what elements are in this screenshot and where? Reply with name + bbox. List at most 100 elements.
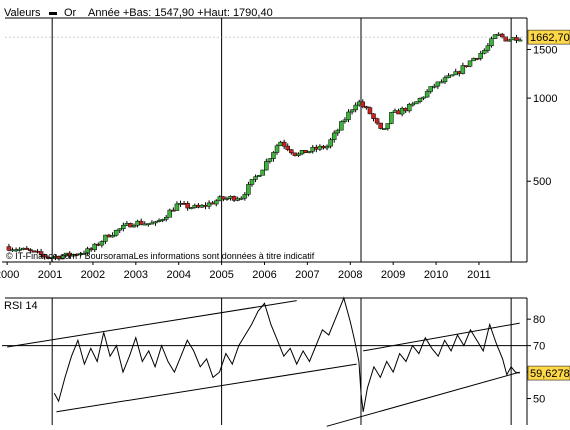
candle-body-97 (353, 104, 358, 111)
candle-body-10 (42, 254, 47, 258)
candle-body-118 (428, 86, 433, 92)
rsi-trend-line-2 (363, 322, 520, 352)
candle-body-140 (507, 39, 512, 42)
candle-body-100 (364, 106, 369, 109)
candle-body-72 (264, 161, 269, 171)
x-tick-label-1: 2001 (38, 269, 62, 281)
candle-body-41 (153, 221, 158, 224)
candle-body-95 (346, 111, 351, 121)
candle-body-103 (374, 118, 380, 124)
candle-body-56 (206, 202, 212, 207)
candle-body-94 (342, 119, 348, 122)
price-y-tick-label-0: 1500 (533, 44, 557, 56)
candle-body-131 (474, 57, 480, 60)
candle-body-81 (296, 153, 301, 156)
candle-body-106 (385, 123, 391, 129)
candle-body-113 (410, 103, 416, 106)
candle-body-63 (231, 196, 237, 201)
header-symbol-swatch (49, 7, 57, 19)
candle-body-93 (339, 121, 344, 131)
candle-body-51 (188, 207, 194, 210)
candle-body-91 (331, 132, 337, 140)
rsi-title: RSI 14 (4, 300, 38, 312)
candle-body-44 (163, 216, 169, 220)
candle-body-115 (417, 97, 423, 102)
candle-body-58 (213, 200, 219, 205)
candle-body-6 (28, 249, 33, 252)
candle-body-133 (482, 50, 487, 54)
candle-body-138 (499, 33, 505, 38)
candle-body-122 (442, 77, 448, 83)
candle-body-101 (367, 107, 373, 115)
rsi-last-value-label: 59,6278 (530, 368, 570, 380)
candle-body-71 (260, 169, 265, 176)
copyright-notice: © IT-Finance.com / BoursoramaLes informa… (6, 251, 315, 261)
rsi-trend-line-1 (56, 363, 357, 413)
candle-body-119 (432, 85, 437, 88)
candle-body-47 (174, 203, 180, 211)
x-tick-label-5: 2005 (209, 269, 233, 281)
candle-body-143 (517, 39, 523, 42)
x-tick-label-9: 2009 (381, 269, 405, 281)
candle-body-60 (221, 196, 226, 200)
candle-body-136 (492, 34, 498, 39)
candle-body-123 (446, 75, 451, 78)
candle-body-114 (414, 101, 419, 105)
last-price-marker (527, 29, 570, 45)
candle-body-22 (85, 248, 90, 254)
x-tick-label-8: 2008 (338, 269, 362, 281)
x-tick-label-7: 2007 (295, 269, 319, 281)
candle-body-68 (249, 179, 255, 185)
candle-body-112 (407, 104, 412, 112)
candle-body-102 (371, 113, 376, 119)
candle-body-142 (514, 37, 519, 41)
candle-body-65 (239, 197, 244, 200)
x-tick-label-3: 2003 (124, 269, 148, 281)
rsi-y-tick-label-3: 50 (533, 394, 545, 406)
price-y-tick-label-2: 500 (533, 176, 551, 188)
candle-body-84 (306, 150, 312, 153)
rsi-series-line (53, 296, 520, 412)
header-instrument: Or (64, 7, 77, 19)
rsi-trend-line-0 (7, 300, 297, 348)
candle-body-50 (185, 203, 190, 209)
candle-body-121 (439, 81, 444, 84)
candle-body-12 (49, 257, 55, 259)
price-y-tick-label-1: 1000 (533, 93, 557, 105)
candle-body-27 (103, 234, 108, 242)
header-series-label: Valeurs (4, 7, 41, 19)
candle-body-134 (485, 45, 491, 51)
candle-body-79 (289, 149, 294, 154)
candle-body-99 (360, 101, 366, 107)
candle-body-89 (324, 145, 330, 149)
candle-body-75 (274, 145, 280, 153)
candle-body-78 (285, 145, 290, 150)
candle-body-124 (449, 74, 455, 77)
candle-body-35 (131, 225, 137, 228)
candle-body-29 (110, 234, 115, 238)
candle-body-3 (17, 248, 22, 251)
candle-body-67 (246, 184, 251, 195)
candle-body-135 (489, 38, 494, 47)
header-range-info: Année +Bas: 1547,90 +Haut: 1790,40 (88, 7, 273, 19)
candle-body-61 (224, 198, 230, 200)
candle-body-90 (328, 139, 333, 147)
candle-body-24 (92, 243, 97, 251)
candle-body-107 (389, 112, 394, 124)
rsi-last-value-marker (527, 365, 570, 381)
x-tick-label-0: 2000 (0, 269, 19, 281)
candle-body-40 (149, 222, 155, 225)
x-tick-label-2: 2002 (81, 269, 105, 281)
candle-body-92 (335, 129, 341, 134)
candle-body-116 (421, 96, 426, 99)
candle-body-31 (117, 228, 122, 231)
candle-body-105 (381, 128, 387, 130)
last-price-label: 1662,70 (530, 32, 570, 44)
candle-body-66 (242, 194, 248, 199)
candle-body-37 (138, 220, 144, 225)
x-tick-label-6: 2006 (252, 269, 276, 281)
candle-body-32 (121, 224, 126, 229)
candle-body-129 (467, 60, 473, 67)
